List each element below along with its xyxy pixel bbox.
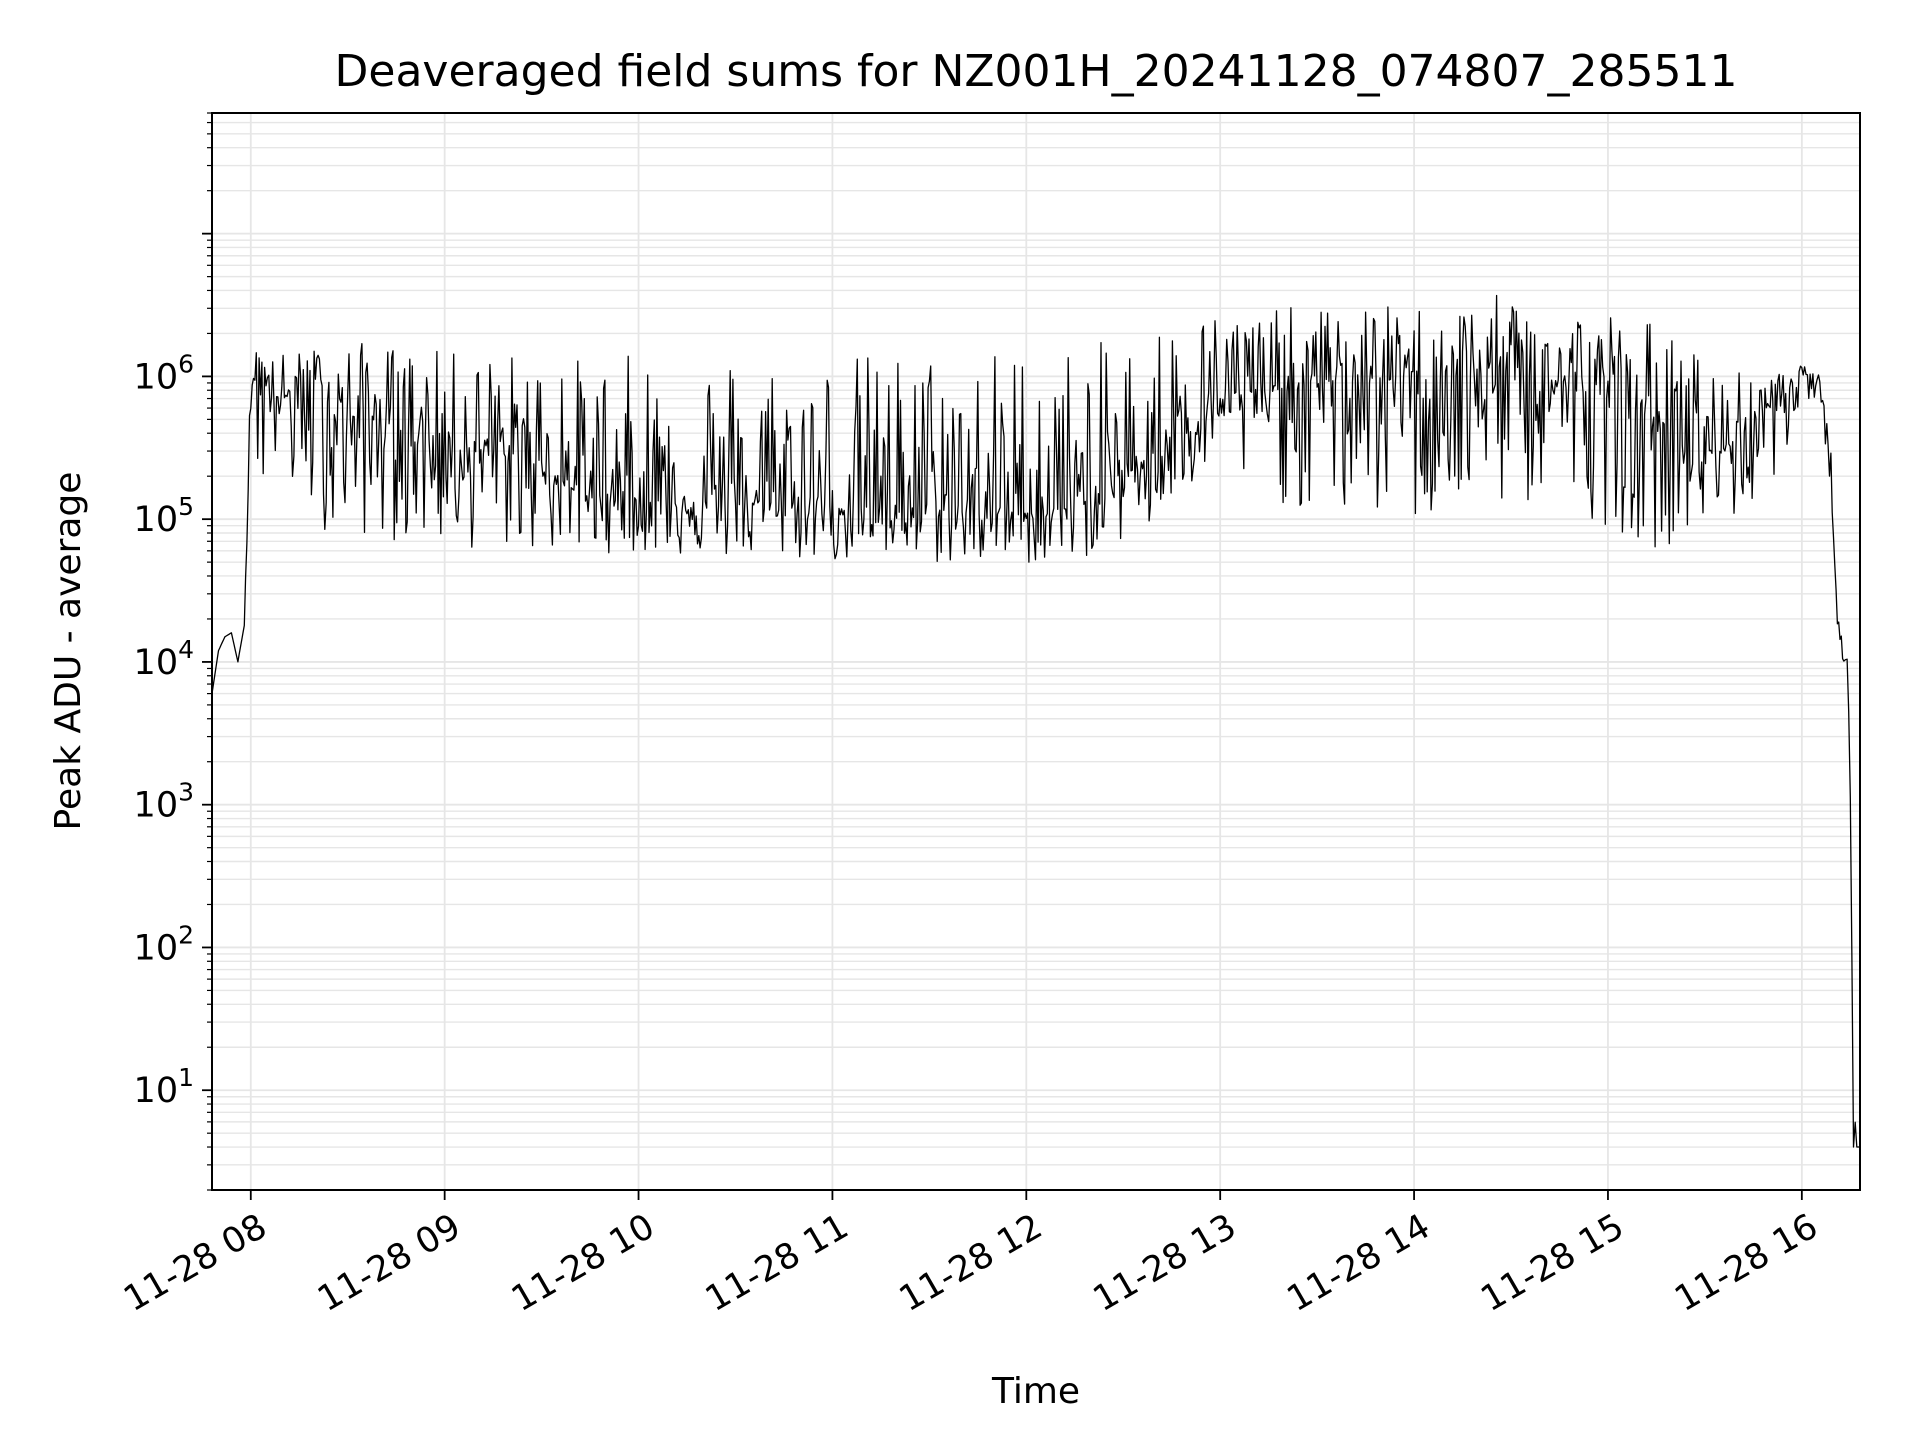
- y-tick-label: 103: [134, 778, 194, 826]
- y-tick-label: 101: [134, 1063, 194, 1111]
- plot-frame: [211, 112, 1861, 1191]
- data-series-line: [211, 294, 1860, 1148]
- series-layer: [211, 294, 1860, 1148]
- y-tick-label: 105: [134, 492, 194, 540]
- y-tick-label: 104: [134, 635, 194, 683]
- chart-title: Deaveraged field sums for NZ001H_2024112…: [335, 46, 1738, 97]
- y-axis-label: Peak ADU - average: [48, 472, 89, 831]
- x-axis-label: Time: [991, 1371, 1080, 1412]
- y-tick-label: 102: [134, 920, 194, 968]
- grid: [212, 112, 1860, 1191]
- y-tick-label: 106: [134, 349, 194, 397]
